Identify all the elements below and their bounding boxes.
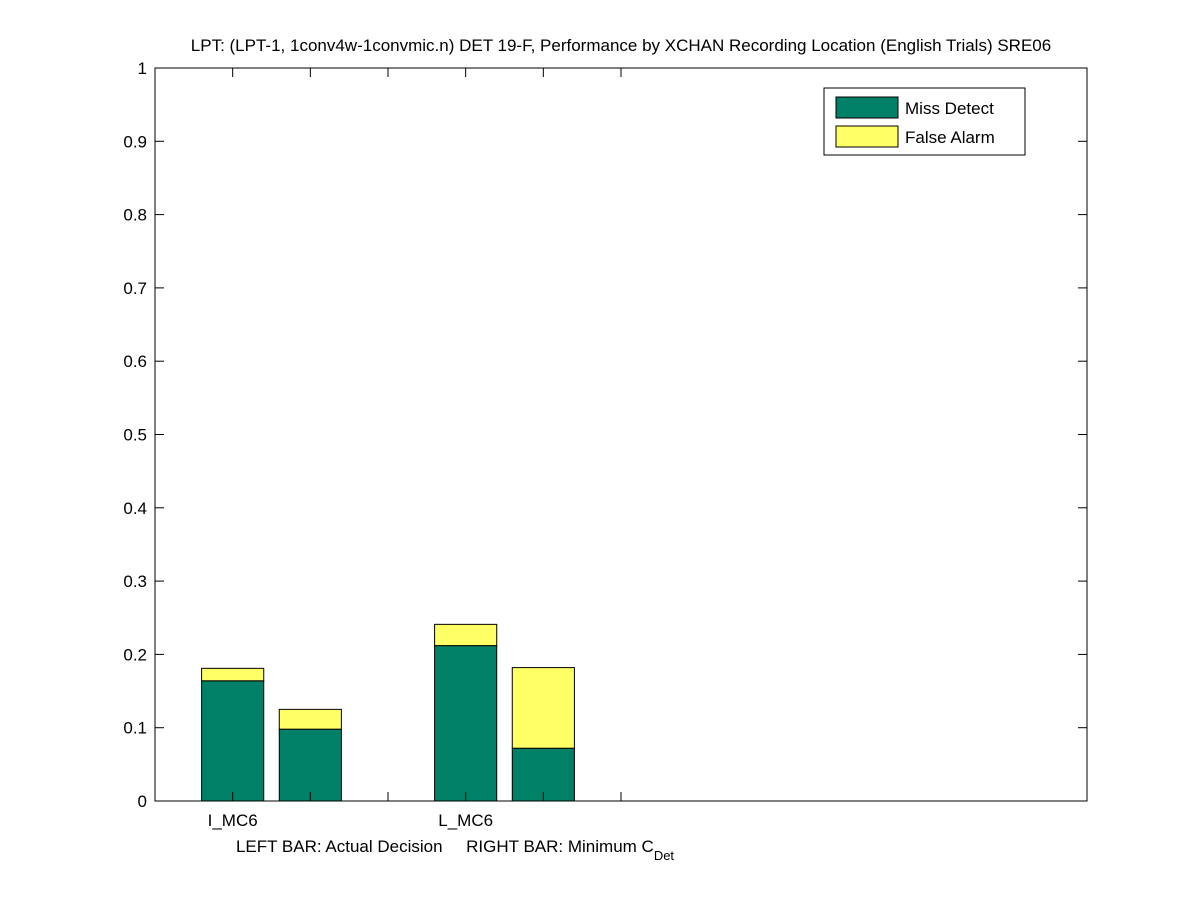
legend-swatch bbox=[835, 125, 899, 148]
bar-false-alarm bbox=[278, 708, 342, 730]
x-tick-label: I_MC6 bbox=[208, 811, 258, 830]
y-tick-label: 0.5 bbox=[123, 426, 147, 445]
bar-false-alarm bbox=[434, 623, 498, 647]
bar-miss-detect bbox=[434, 645, 498, 802]
y-tick-label: 0.6 bbox=[123, 352, 147, 371]
y-tick-label: 0.1 bbox=[123, 719, 147, 738]
y-tick-label: 0.4 bbox=[123, 499, 147, 518]
legend-label: False Alarm bbox=[905, 128, 995, 147]
y-tick-label: 0.7 bbox=[123, 279, 147, 298]
y-tick-label: 0 bbox=[138, 792, 147, 811]
y-tick-label: 0.9 bbox=[123, 132, 147, 151]
bar-miss-detect bbox=[278, 728, 342, 802]
y-tick-label: 0.3 bbox=[123, 572, 147, 591]
x-axis-label: LEFT BAR: Actual Decision RIGHT BAR: Min… bbox=[236, 837, 674, 863]
y-tick-label: 1 bbox=[138, 59, 147, 78]
plot-area-frame bbox=[154, 67, 1088, 802]
y-tick-label: 0.8 bbox=[123, 206, 147, 225]
y-tick-label: 0.2 bbox=[123, 645, 147, 664]
x-tick-label: L_MC6 bbox=[438, 811, 493, 830]
legend-swatch bbox=[835, 96, 899, 119]
bar-false-alarm bbox=[511, 667, 575, 749]
x-axis-label-subscript: Det bbox=[654, 848, 675, 863]
bar-false-alarm bbox=[201, 667, 265, 682]
legend-label: Miss Detect bbox=[905, 99, 994, 118]
x-axis-label-main: LEFT BAR: Actual Decision RIGHT BAR: Min… bbox=[236, 837, 654, 856]
bar-miss-detect bbox=[201, 680, 265, 802]
chart-title: LPT: (LPT-1, 1conv4w-1convmic.n) DET 19-… bbox=[191, 36, 1051, 55]
